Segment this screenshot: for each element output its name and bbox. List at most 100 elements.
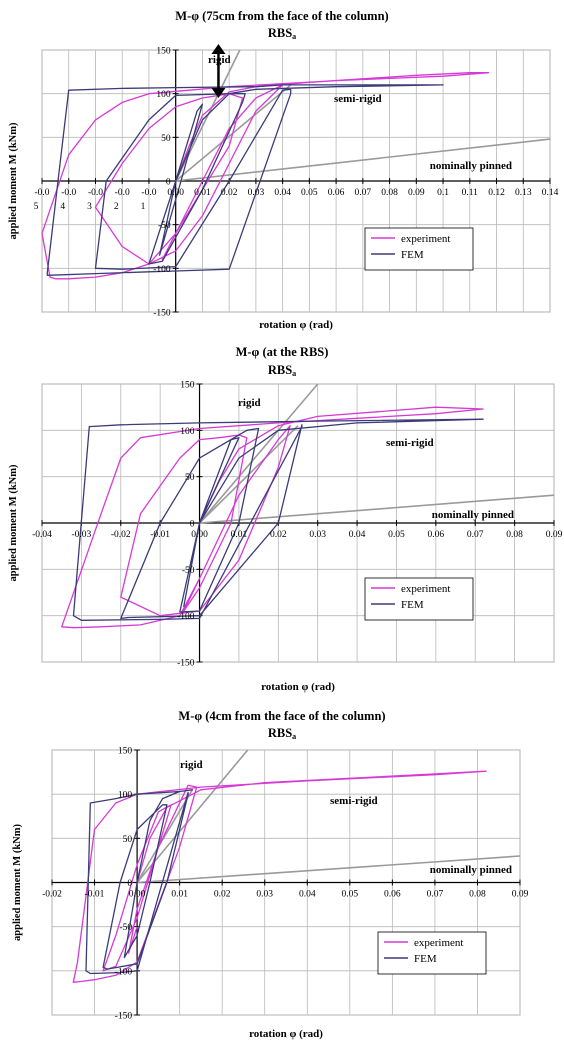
y-tick-label: -150 (115, 1012, 133, 1022)
x-tick-label: 0.07 (355, 188, 372, 198)
series-line-fem (85, 789, 194, 975)
reference-line-nominally-pinned (175, 138, 551, 182)
chart-title: M-φ (at the RBS) (236, 345, 329, 359)
y-tick-label: -100 (153, 265, 171, 275)
chart-subtitle: RBSa (268, 726, 296, 741)
x-tick-label: 0.08 (381, 188, 398, 198)
arrow-down-head (211, 88, 226, 99)
x-tick-label: -0.03 (71, 530, 91, 540)
x-tick-label: 0.08 (469, 890, 486, 900)
x-tick-label: 0.03 (256, 890, 273, 900)
legend-label-experiment: experiment (401, 233, 450, 245)
x-tick-label: 0.01 (171, 890, 188, 900)
x-tick-label: 0.08 (506, 530, 523, 540)
x-tick-label: -0.04 (32, 530, 52, 540)
x-tick-label-line2: 2 (114, 202, 119, 212)
x-tick-label: 0.00 (167, 188, 184, 198)
y-tick-label: 0 (127, 879, 132, 889)
x-tick-label: 0.00 (191, 530, 208, 540)
annotation-nominally-pinned: nominally pinned (430, 160, 512, 172)
annotation-nominally-pinned: nominally pinned (430, 864, 512, 876)
x-tick-label: 0.09 (512, 890, 529, 900)
x-tick-label: 0.11 (462, 188, 479, 198)
x-tick-label: 0.04 (299, 890, 316, 900)
reference-line-nominally-pinned (137, 855, 521, 884)
legend-box (377, 931, 487, 975)
x-tick-label: 0.05 (388, 530, 405, 540)
y-tick-label: -50 (158, 221, 171, 231)
x-tick-label: 0.03 (248, 188, 265, 198)
x-tick-label: -0.02 (42, 890, 62, 900)
x-tick-label: -0.0 (115, 188, 130, 198)
x-tick-label: 0.06 (328, 188, 345, 198)
x-tick-label-line2: 5 (34, 202, 39, 212)
x-tick-label: 0.04 (349, 530, 366, 540)
legend-box (364, 577, 474, 621)
y-axis-label: applied moment M (kNm) (8, 122, 19, 239)
series-line-experiment (61, 406, 484, 629)
x-axis-label: rotation φ (rad) (259, 319, 333, 331)
y-tick-label: 100 (156, 90, 171, 100)
legend-label-experiment: experiment (414, 937, 463, 949)
y-tick-label: 150 (118, 747, 133, 757)
legend-label-fem: FEM (401, 599, 424, 611)
x-tick-label: 0.02 (214, 890, 231, 900)
y-tick-label: 100 (118, 791, 133, 801)
y-axis-label: applied moment M (kNm) (8, 464, 19, 581)
annotation-rigid: rigid (238, 397, 261, 409)
x-tick-label: 0.06 (384, 890, 401, 900)
annotation-semi-rigid: semi-rigid (334, 93, 382, 105)
y-tick-label: 0 (166, 178, 171, 188)
y-tick-label: 150 (156, 47, 171, 57)
reference-line-rigid (136, 749, 249, 884)
x-tick-label: 0.09 (546, 530, 563, 540)
y-tick-label: 50 (161, 134, 171, 144)
legend-box (364, 227, 474, 271)
x-tick-label: 0.05 (301, 188, 318, 198)
legend-label-fem: FEM (414, 953, 437, 965)
chart-title: M-φ (4cm from the face of the column) (178, 709, 385, 723)
x-tick-label: -0.02 (111, 530, 131, 540)
legend: experiment FEM (377, 931, 487, 975)
x-tick-label: -0.0 (88, 188, 103, 198)
x-tick-label: 0.01 (231, 530, 248, 540)
x-tick-label: 0.02 (221, 188, 238, 198)
y-tick-label: -150 (177, 659, 195, 669)
x-tick-label: 0.12 (488, 188, 505, 198)
x-tick-label: 0.05 (342, 890, 359, 900)
chart-1: -0.0 -0.0 -0.0 -0.0 -0.0 0.00 0.01 0.02 0.03 0.04… (8, 9, 559, 331)
annotation-semi-rigid: semi-rigid (386, 437, 434, 449)
series-line-fem (46, 84, 444, 276)
x-tick-label: 0.03 (309, 530, 326, 540)
x-tick-label: 0.00 (129, 890, 146, 900)
y-tick-label: 50 (123, 835, 133, 845)
x-tick-label-line2: 1 (141, 202, 146, 212)
y-axis-label: applied moment M (kNm) (12, 824, 23, 941)
legend: experiment FEM (364, 227, 474, 271)
x-tick-label: -0.0 (141, 188, 156, 198)
arrow-up-head (211, 44, 226, 54)
chart-title: M-φ (75cm from the face of the column) (175, 9, 388, 23)
chart-subtitle: RBSa (268, 363, 296, 378)
x-tick-label: -0.01 (85, 890, 105, 900)
x-tick-label: -0.01 (150, 530, 170, 540)
x-tick-label: 0.14 (542, 188, 559, 198)
reference-line-rigid (198, 383, 319, 524)
x-tick-label: 0.07 (427, 890, 444, 900)
x-tick-label-line2: 3 (87, 202, 92, 212)
x-tick-label: 0.13 (515, 188, 532, 198)
annotation-rigid: rigid (180, 759, 203, 771)
annotation-semi-rigid: semi-rigid (330, 795, 378, 807)
y-tick-label: 0 (190, 520, 195, 530)
reference-line-nominally-pinned (199, 494, 555, 524)
x-tick-label: 0.07 (467, 530, 484, 540)
legend: experiment FEM (364, 577, 474, 621)
x-tick-label: 0.1 (437, 188, 449, 198)
x-tick-label-line2: 4 (60, 202, 65, 212)
y-tick-label: -100 (177, 612, 195, 622)
chart-3: -0.02 -0.01 0.00 0.01 0.02 0.03 0.04 0.05 0.06 0.… (12, 709, 529, 1040)
y-tick-label: -50 (182, 566, 195, 576)
chart-2: -0.04 -0.03 -0.02 -0.01 0.00 0.01 0.02 0.03 0.04… (8, 345, 563, 693)
